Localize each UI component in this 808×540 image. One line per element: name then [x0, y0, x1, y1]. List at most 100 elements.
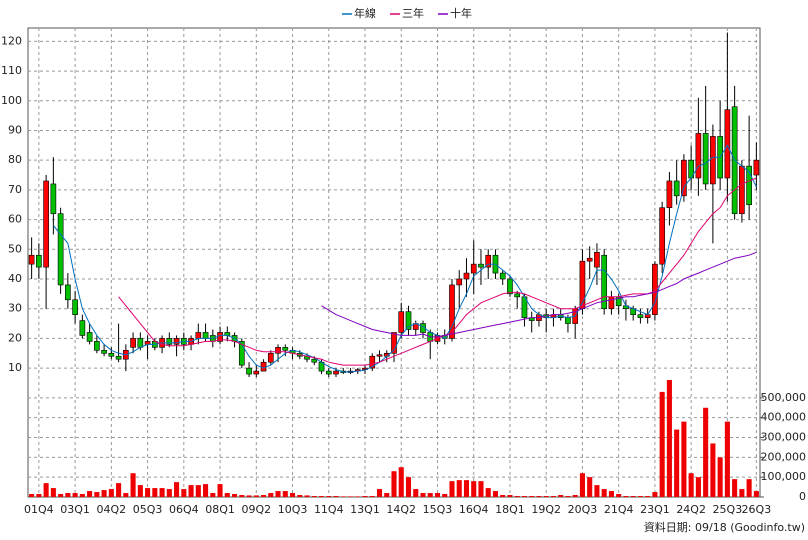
candle-body	[376, 354, 383, 357]
volume-bar	[492, 491, 499, 497]
volume-bar	[608, 491, 614, 497]
x-tick-label: 11Q4	[314, 503, 344, 516]
volume-bar	[616, 494, 622, 497]
candle-body	[275, 347, 281, 354]
x-tick-label: 20Q3	[568, 503, 598, 516]
candle-body	[746, 165, 752, 206]
volume-bar	[521, 496, 527, 497]
volume-bar	[166, 489, 172, 497]
candle-body	[325, 370, 332, 375]
candle-body	[79, 320, 86, 336]
y2-tick-label: 0	[799, 490, 806, 503]
volume-bar	[710, 443, 716, 497]
volume-bar	[739, 489, 745, 497]
volume-bar	[239, 495, 245, 497]
volume-bar	[724, 421, 730, 497]
volume-bar	[50, 488, 56, 497]
candle-body	[333, 370, 339, 375]
y-tick-label: 100	[1, 94, 22, 107]
candle-body	[166, 338, 173, 345]
candle-body	[246, 367, 252, 375]
volume-bar	[514, 496, 520, 497]
volume-bar	[500, 495, 506, 497]
candle-body	[753, 159, 760, 176]
volume-bar	[318, 496, 325, 497]
volume-bar	[637, 496, 643, 497]
candle-body	[108, 352, 115, 357]
volume-bar	[688, 473, 694, 497]
volume-bar	[369, 496, 375, 497]
volume-bar	[333, 496, 339, 497]
volume-bar	[275, 491, 281, 497]
candle-body	[579, 260, 586, 310]
volume-bar	[174, 482, 180, 497]
y2-tick-label: 200,000	[761, 450, 807, 463]
volume-bar	[137, 485, 143, 497]
volume-bar	[108, 489, 114, 497]
volume-bar	[674, 429, 680, 497]
volume-bar	[449, 481, 455, 497]
candle-body	[311, 358, 318, 363]
candle-body	[608, 296, 615, 310]
candle-body	[137, 338, 144, 348]
volume-bar	[65, 493, 71, 497]
candle-body	[739, 165, 745, 214]
volume-bar	[376, 489, 383, 497]
x-tick-label: 13Q1	[350, 503, 380, 516]
y-tick-label: 120	[1, 34, 22, 47]
volume-bar	[681, 421, 687, 497]
volume-bar	[565, 496, 571, 497]
candle-body	[601, 254, 608, 310]
volume-bar	[123, 493, 129, 497]
volume-bar	[181, 489, 187, 497]
volume-bar	[478, 481, 484, 497]
candle-body	[57, 213, 64, 286]
volume-bar	[463, 480, 470, 497]
volume-bar	[652, 492, 658, 497]
candle-body	[405, 311, 412, 330]
candle-body	[173, 338, 180, 345]
x-tick-label: 03Q1	[60, 503, 90, 516]
volume-bar	[268, 493, 274, 497]
volume-bar	[579, 473, 585, 497]
volume-bar	[246, 495, 252, 497]
volume-bar	[29, 494, 35, 497]
candle-body	[681, 159, 687, 197]
x-tick-label: 10Q3	[278, 503, 308, 516]
volume-bar	[347, 496, 354, 497]
candle-body	[637, 314, 644, 318]
volume-bar	[101, 490, 107, 497]
candle-body	[369, 355, 376, 369]
candle-body	[449, 284, 455, 339]
volume-bar	[753, 491, 759, 497]
candle-body	[565, 317, 571, 324]
x-tick-label: 15Q3	[423, 503, 453, 516]
y-tick-label: 30	[8, 302, 22, 315]
volume-bar	[282, 491, 288, 497]
x-tick-label: 04Q2	[97, 503, 127, 516]
volume-bar	[384, 493, 390, 497]
volume-bar	[79, 494, 85, 497]
volume-bar	[405, 477, 412, 497]
x-tick-label: 24Q2	[676, 503, 706, 516]
volume-bar	[116, 483, 122, 497]
legend-label: 十年	[450, 6, 472, 20]
volume-bar	[543, 496, 549, 497]
volume-bar	[666, 380, 672, 497]
x-tick-label: 16Q4	[459, 503, 489, 516]
candle-body	[666, 180, 673, 209]
x-tick-label: 06Q4	[169, 503, 199, 516]
y-tick-label: 110	[1, 64, 22, 77]
y-tick-label: 50	[8, 242, 22, 255]
volume-bar	[659, 391, 665, 497]
source-note: 資料日期: 09/18 (Goodinfo.tw)	[644, 520, 805, 534]
volume-bar	[427, 493, 433, 497]
volume-bar	[746, 479, 752, 497]
candle-body	[673, 180, 680, 197]
candle-body	[202, 332, 209, 339]
volume-bar	[210, 493, 216, 497]
volume-bar	[645, 496, 651, 497]
volume-bar	[601, 489, 607, 497]
candle-body	[702, 133, 709, 185]
candle-body	[695, 133, 702, 179]
